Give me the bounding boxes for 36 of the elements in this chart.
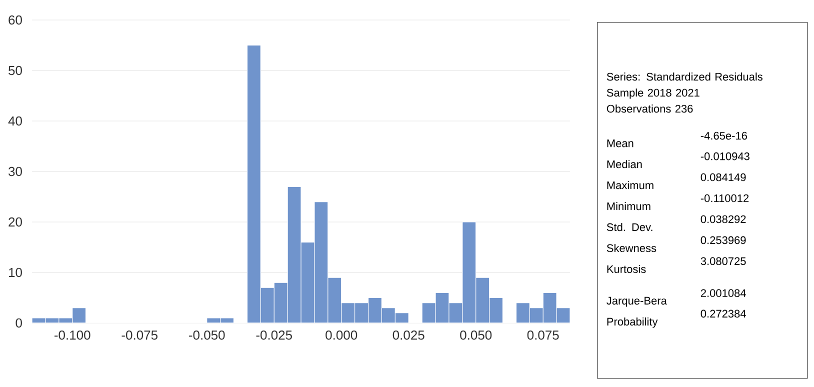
text: 0.038292	[700, 215, 746, 224]
y-tick-label: 10	[9, 268, 22, 278]
x-tick-label: 0.025	[392, 330, 424, 340]
text: Maximum	[607, 181, 654, 190]
text: Kurtosis	[607, 264, 646, 274]
y-tick-label: 50	[8, 66, 22, 76]
text: 0.084149	[700, 173, 746, 182]
text: Std. Dev.	[606, 223, 652, 232]
text: 2.001084	[700, 289, 746, 298]
text: Probability	[607, 317, 658, 328]
text: -0.110012	[700, 194, 749, 202]
text: Sample 2018 2021	[606, 88, 700, 99]
y-tick-label: 40	[8, 116, 22, 126]
y-tick-label: 60	[8, 15, 22, 25]
text: Median	[607, 160, 642, 168]
x-tick-label: -0.100	[54, 330, 90, 340]
x-tick-label: -0.075	[122, 330, 158, 340]
text: 0.253969	[700, 236, 746, 244]
text: Minimum	[607, 202, 650, 210]
x-tick-label: 0.000	[326, 330, 358, 340]
x-tick-label: 0.050	[460, 330, 492, 340]
y-tick-label: 20	[8, 217, 22, 227]
text: 3.080725	[700, 257, 746, 266]
text: 0.272384	[700, 310, 746, 318]
text: Jarque-Bera	[606, 296, 667, 307]
text: Mean	[607, 140, 634, 148]
text: Skewness	[606, 244, 656, 252]
y-tick-label: 0	[16, 318, 22, 328]
y-tick-label: 30	[8, 166, 22, 176]
text: Observations 236	[606, 104, 693, 113]
text: -0.010943	[700, 152, 750, 160]
text: -4.65e-16	[700, 132, 747, 140]
x-tick-label: -0.025	[256, 330, 292, 340]
x-tick-label: -0.050	[189, 330, 225, 340]
x-tick-label: 0.075	[527, 330, 559, 340]
text: Series: Standardized Residuals	[606, 72, 762, 81]
